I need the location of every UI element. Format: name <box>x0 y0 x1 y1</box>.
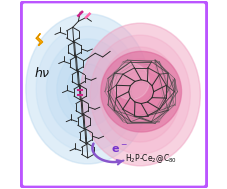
FancyBboxPatch shape <box>21 2 206 187</box>
Ellipse shape <box>26 14 149 164</box>
Text: $h\nu$: $h\nu$ <box>34 66 51 80</box>
Text: H$_2$P-Ce$_2$@C$_{80}$: H$_2$P-Ce$_2$@C$_{80}$ <box>124 152 176 165</box>
Circle shape <box>112 64 149 100</box>
Ellipse shape <box>46 39 128 139</box>
Ellipse shape <box>80 23 200 166</box>
Ellipse shape <box>57 51 118 126</box>
Ellipse shape <box>110 59 170 130</box>
Ellipse shape <box>90 35 190 154</box>
Ellipse shape <box>100 47 180 142</box>
Text: e$^-$: e$^-$ <box>111 144 127 155</box>
Polygon shape <box>36 33 42 46</box>
Ellipse shape <box>26 14 149 164</box>
Circle shape <box>100 51 181 132</box>
Ellipse shape <box>77 76 98 101</box>
Ellipse shape <box>130 83 150 106</box>
Ellipse shape <box>80 23 200 166</box>
Ellipse shape <box>36 26 139 151</box>
Ellipse shape <box>67 64 108 114</box>
Ellipse shape <box>120 71 160 118</box>
